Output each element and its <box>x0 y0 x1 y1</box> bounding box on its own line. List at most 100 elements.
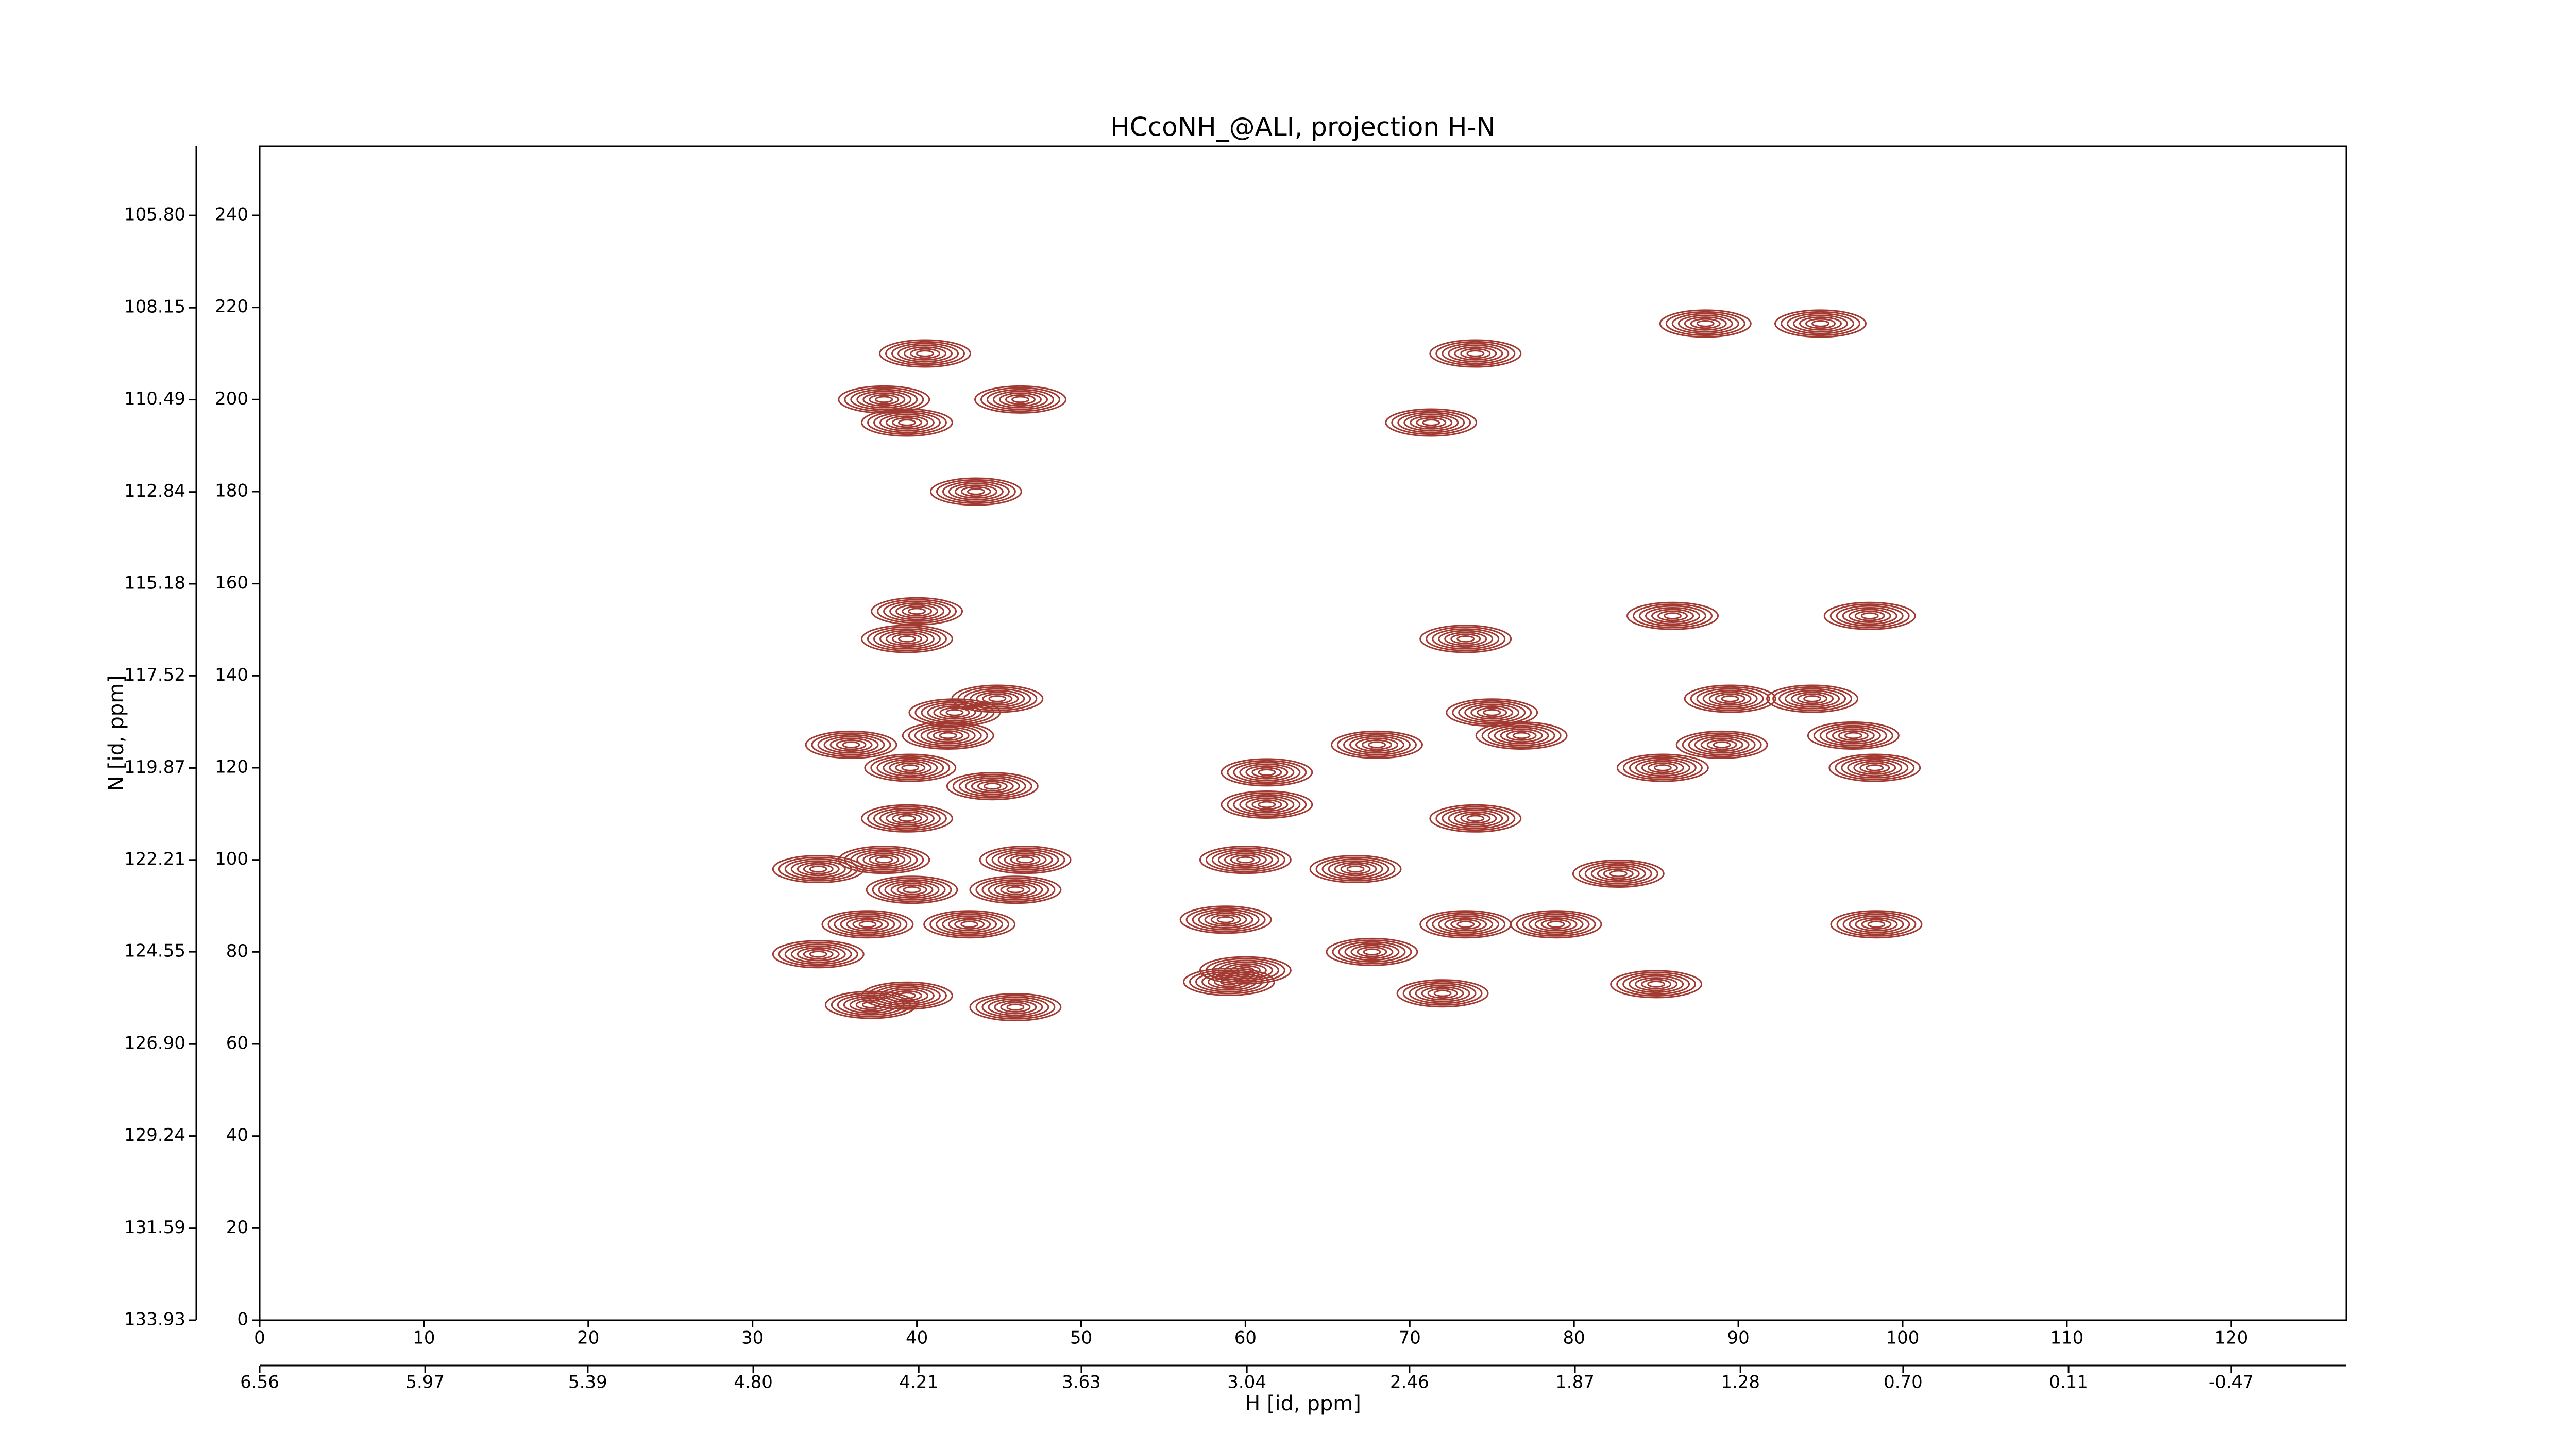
contour-level <box>1635 759 1690 777</box>
contour-level <box>908 608 926 615</box>
contour-level <box>985 847 1065 872</box>
contour-level <box>954 484 997 499</box>
contour-level <box>1832 728 1875 743</box>
contour-level <box>862 852 906 867</box>
contour-level <box>902 721 994 750</box>
y2-tick-label: 112.84 <box>124 481 185 501</box>
contour-level <box>1016 856 1035 864</box>
contour-level <box>1435 806 1516 831</box>
contour-level <box>840 915 895 933</box>
contour-level <box>1442 807 1510 829</box>
contour-level <box>1844 732 1862 739</box>
contour-level <box>1842 606 1897 625</box>
contour-level <box>1813 723 1893 748</box>
contour-level <box>850 849 918 871</box>
contour-level <box>1321 858 1389 880</box>
y2-tick-label: 117.52 <box>124 665 185 685</box>
contour-level <box>1702 689 1758 708</box>
contour-level <box>1326 937 1418 966</box>
contour-level <box>860 804 953 833</box>
contour-level <box>927 703 982 722</box>
contour-level <box>1460 813 1491 824</box>
contour-level <box>1416 417 1447 428</box>
contour-level <box>981 879 1049 901</box>
contour-level <box>1185 907 1266 932</box>
x-tick-label: 70 <box>1399 1328 1421 1349</box>
contour-level <box>958 776 1026 797</box>
contour-level <box>1458 702 1526 723</box>
contour-level <box>1830 910 1923 939</box>
contour-level <box>942 481 1010 502</box>
contour-level <box>891 633 922 645</box>
contour-level <box>867 410 947 435</box>
y-tick-label: 240 <box>215 205 248 225</box>
contour-level <box>1004 852 1047 867</box>
contour-level <box>1192 909 1260 931</box>
y-tick-label: 220 <box>215 296 248 317</box>
contour-level <box>805 730 897 759</box>
y2-tick-label: 129.24 <box>124 1125 185 1145</box>
contour-level <box>897 635 916 643</box>
contour-level <box>1251 799 1282 810</box>
contour-level <box>885 632 928 646</box>
contour-level <box>975 877 1056 902</box>
contour-level <box>872 877 952 902</box>
contour-level <box>873 412 941 433</box>
contour-level <box>817 734 885 755</box>
contour-level <box>1721 695 1739 702</box>
contour-level <box>1466 815 1485 822</box>
contour-level <box>891 417 922 428</box>
contour-level <box>1421 986 1464 1001</box>
contour-level <box>1211 959 1279 981</box>
contour-level <box>1516 912 1596 937</box>
contour-level <box>1688 734 1756 755</box>
contour-level <box>1823 601 1916 630</box>
contour-level <box>910 348 941 359</box>
contour-level <box>1500 728 1543 743</box>
contour-level <box>1645 606 1701 625</box>
contour-level <box>1204 913 1247 927</box>
contour-level <box>1331 730 1423 759</box>
peak <box>1510 910 1602 939</box>
contour-level <box>948 482 1004 501</box>
x2-tick-label: 0.70 <box>1884 1372 1923 1393</box>
contour-level <box>1477 707 1507 718</box>
contour-level <box>933 705 976 720</box>
x-tick-label: 0 <box>254 1328 265 1349</box>
contour-level <box>1487 724 1555 747</box>
contour-level <box>979 846 1072 874</box>
contour-level <box>1866 764 1884 771</box>
contour-level <box>1603 868 1634 879</box>
contour-level <box>1774 309 1867 338</box>
peak <box>1766 684 1859 713</box>
x-tick-label: 110 <box>2050 1328 2083 1349</box>
contour-level <box>842 741 860 749</box>
contour-level <box>1528 915 1584 933</box>
contour-level <box>1179 905 1272 934</box>
contour-level <box>933 730 963 741</box>
y-tick-label: 120 <box>215 757 248 778</box>
peak <box>1221 790 1313 819</box>
contour-level <box>1396 979 1489 1008</box>
contour-level <box>827 912 908 937</box>
x-tick-label: 30 <box>741 1328 764 1349</box>
contour-level <box>1315 856 1396 882</box>
contour-level <box>1633 603 1713 629</box>
peak <box>866 875 958 904</box>
contour-level <box>1838 730 1869 741</box>
contour-level <box>1466 350 1485 357</box>
contour-level <box>803 949 834 960</box>
contour-level <box>876 757 944 779</box>
contour-level <box>855 999 886 1010</box>
contour-level <box>1402 981 1483 1006</box>
y-tick-label: 60 <box>226 1033 248 1054</box>
y-tick-label: 140 <box>215 665 248 685</box>
contour-level <box>869 854 900 866</box>
peak <box>1475 721 1568 750</box>
contour-level <box>997 851 1053 869</box>
peak <box>1659 309 1752 338</box>
y2-tick-label: 108.15 <box>124 297 185 317</box>
contour-level <box>879 339 972 368</box>
contour-level <box>1011 396 1029 403</box>
contour-level <box>836 739 867 750</box>
